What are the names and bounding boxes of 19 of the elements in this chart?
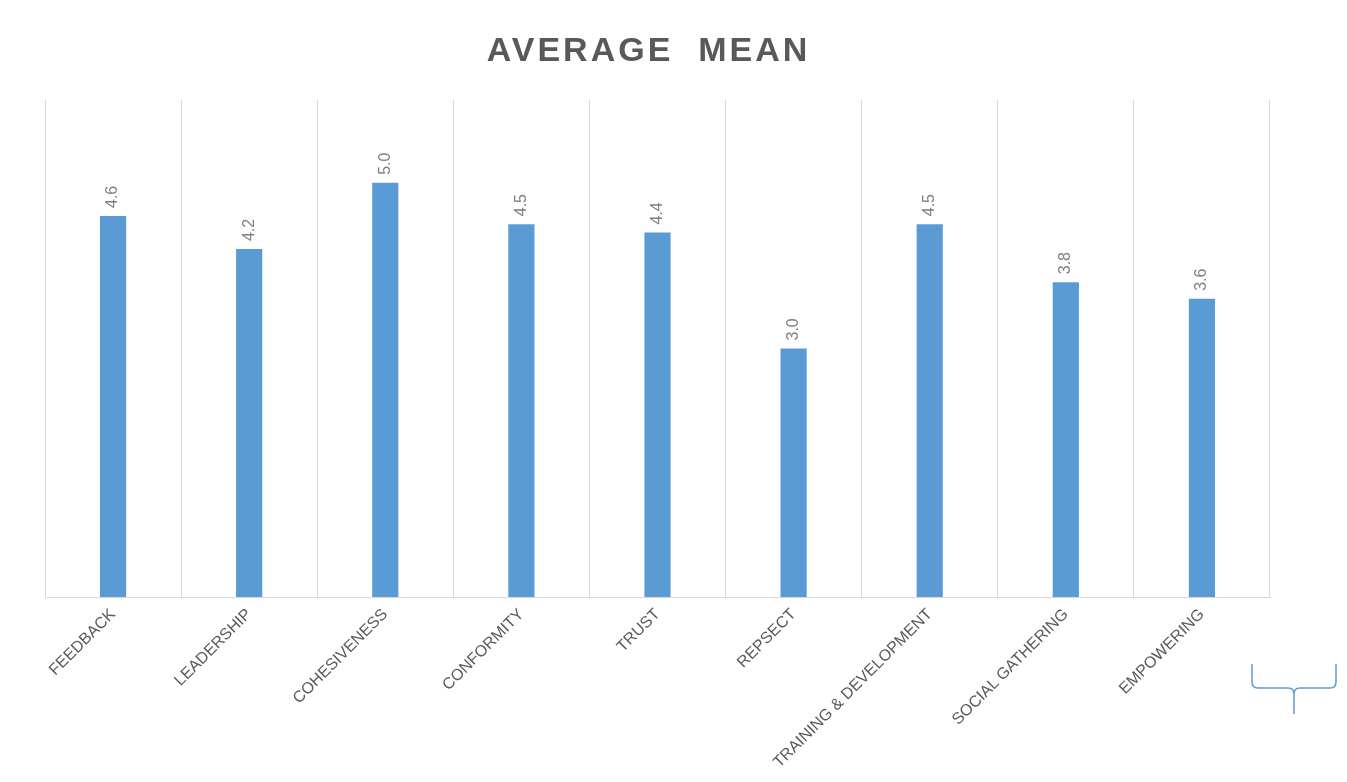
bar xyxy=(372,182,399,598)
data-label: 3.6 xyxy=(1192,268,1210,291)
data-label: 4.5 xyxy=(920,193,938,217)
bar xyxy=(508,224,535,598)
data-label: 3.0 xyxy=(784,318,802,341)
data-label: 3.8 xyxy=(1056,251,1074,275)
chart-title: AVERAGE MEAN xyxy=(485,30,812,69)
data-label: 4.4 xyxy=(647,202,665,225)
bar xyxy=(916,224,943,598)
data-label: 4.5 xyxy=(511,193,529,217)
bar xyxy=(1052,282,1079,598)
data-label: 4.6 xyxy=(103,185,121,208)
data-label: 4.2 xyxy=(239,218,257,242)
bar xyxy=(1188,298,1216,598)
bar xyxy=(644,232,671,598)
bar xyxy=(99,215,127,598)
data-label: 5.0 xyxy=(375,152,393,175)
bar xyxy=(780,348,807,598)
bar xyxy=(236,249,263,598)
